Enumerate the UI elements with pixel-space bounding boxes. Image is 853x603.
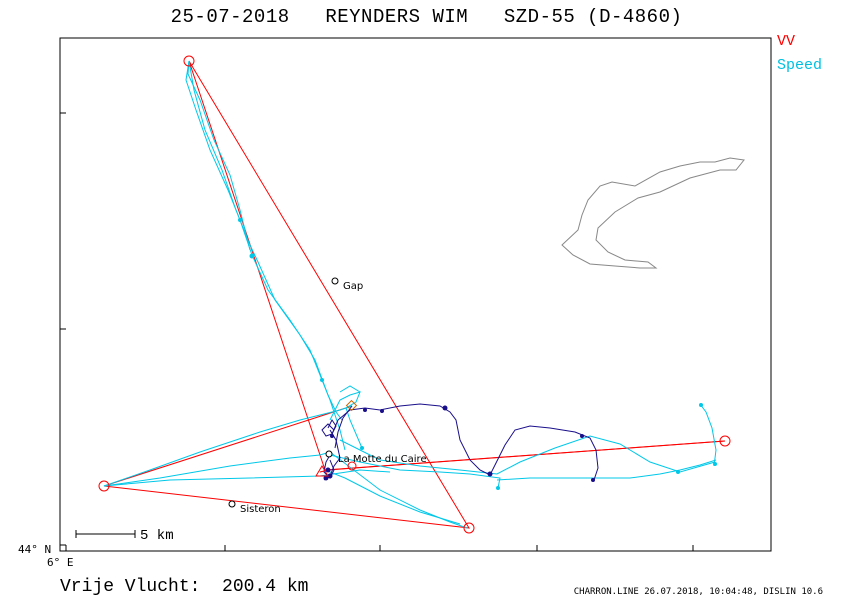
- lon-label: 6° E: [47, 556, 74, 569]
- speed-track: [103, 60, 717, 529]
- finish-marker: [315, 465, 329, 477]
- scale-label: 5 km: [140, 528, 174, 544]
- legend-vv: VV: [777, 33, 796, 50]
- legend-speed: Speed: [777, 57, 823, 74]
- lat-label: 44° N: [18, 543, 52, 556]
- slow-track: [321, 403, 599, 481]
- turnpoint-west: [98, 480, 110, 492]
- start-marker: [345, 399, 358, 412]
- map-frame: [59, 37, 772, 552]
- turnpoint-east: [719, 435, 731, 447]
- thermal-markers: [323, 405, 595, 482]
- map-title: 25-07-2018 REYNDERS WIM SZD-55 (D-4860): [170, 6, 683, 28]
- turnpoint-start-finish: [347, 461, 357, 471]
- meta-label: CHARRON.LINE 26.07.2018, 10:04:48, DISLI…: [573, 587, 823, 597]
- place-la-motte-label: La Motte du Caire: [338, 454, 427, 465]
- speed-markers: [238, 218, 717, 490]
- axis-ticks: [60, 112, 694, 551]
- place-sisteron-dot: [228, 500, 236, 508]
- place-sisteron-label: Sisteron: [240, 504, 281, 515]
- distance-label: Vrije Vlucht: 200.4 km: [60, 577, 309, 597]
- turnpoint-south: [463, 522, 475, 534]
- scale-bar: [75, 530, 136, 538]
- lake-outline: [561, 157, 745, 269]
- place-gap-dot: [331, 277, 339, 285]
- place-la-motte-dot: [325, 450, 333, 458]
- place-gap-label: Gap: [343, 281, 363, 292]
- turnpoint-north: [183, 55, 195, 67]
- turnpoints: [98, 55, 731, 534]
